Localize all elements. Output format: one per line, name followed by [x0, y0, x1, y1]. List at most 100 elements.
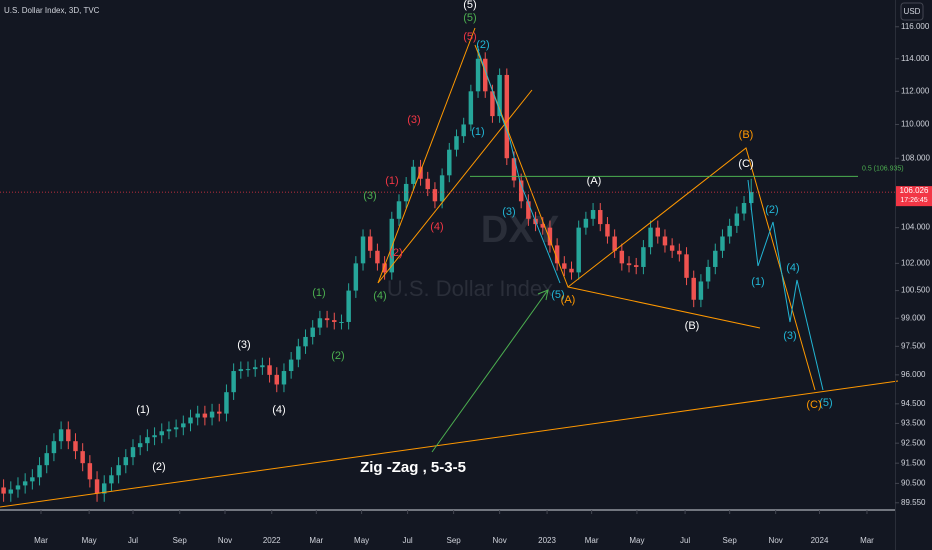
- watermark-name: U.S. Dollar Index: [387, 276, 553, 301]
- candle-body: [648, 227, 653, 248]
- y-tick-label: 102.000: [901, 258, 930, 267]
- y-tick-label: 108.000: [901, 153, 930, 162]
- candle-body: [22, 481, 28, 486]
- x-tick-label: May: [82, 536, 97, 545]
- wave-label: (2): [331, 350, 344, 362]
- candle-body: [727, 225, 732, 237]
- last-price-box: [896, 186, 932, 207]
- x-tick-label: Mar: [309, 536, 323, 545]
- wave-label: (5): [551, 289, 564, 301]
- candle-body: [288, 359, 294, 372]
- candle-body: [598, 210, 603, 225]
- wave-label: (A): [561, 294, 576, 306]
- candle-body: [145, 437, 150, 444]
- candle-body: [655, 227, 660, 237]
- candle-body: [324, 318, 330, 321]
- candle-body: [231, 371, 236, 393]
- candle-body: [439, 175, 445, 202]
- wave-label: (2): [389, 247, 402, 259]
- x-tick-label: Jul: [402, 536, 412, 545]
- x-tick-label: Sep: [723, 536, 738, 545]
- x-tick-label: Mar: [585, 536, 599, 545]
- candle-body: [432, 189, 438, 202]
- candle-body: [583, 218, 589, 228]
- y-tick-label: 94.500: [901, 399, 926, 408]
- candle-body: [619, 250, 625, 264]
- wave-label: (3): [502, 206, 515, 218]
- channel-line: [377, 89, 533, 284]
- wave-label: (4): [272, 404, 285, 416]
- candle-body: [339, 321, 344, 323]
- candle-body: [310, 327, 315, 337]
- y-tick-label: 89.550: [901, 498, 926, 507]
- wave-label: (C): [738, 158, 753, 170]
- countdown-label: 17:26:45: [900, 197, 927, 204]
- x-tick-label: Nov: [218, 536, 232, 545]
- candle-body: [296, 346, 301, 360]
- x-tick-label: 2024: [811, 536, 829, 545]
- x-tick-label: Sep: [173, 536, 188, 545]
- candle-body: [367, 236, 373, 251]
- candle-body: [684, 254, 689, 278]
- candle-body: [669, 245, 675, 251]
- candle-body: [403, 183, 409, 202]
- last-price-label: 106.026: [900, 186, 929, 195]
- y-tick-label: 93.500: [901, 419, 926, 428]
- y-tick-label: 92.500: [901, 438, 926, 447]
- candle-body: [80, 451, 85, 464]
- candle-body: [518, 180, 524, 202]
- candle-body: [195, 413, 200, 418]
- candle-body: [483, 58, 488, 92]
- wave-label: (1): [751, 276, 764, 288]
- candle-body: [475, 58, 481, 92]
- impulse-wave: [477, 49, 561, 284]
- x-tick-label: Nov: [493, 536, 507, 545]
- candle-body: [677, 250, 682, 255]
- wave-label: (4): [786, 262, 799, 274]
- candle-body: [87, 463, 93, 480]
- x-tick-label: Nov: [769, 536, 783, 545]
- wave-label: (1): [136, 404, 149, 416]
- y-tick-label: 90.500: [901, 478, 926, 487]
- wave-label: (2): [152, 461, 165, 473]
- wave-label: (C): [806, 399, 821, 411]
- candle-body: [109, 475, 114, 484]
- candle-body: [58, 429, 64, 442]
- candle-body: [188, 417, 193, 424]
- candle-body: [590, 210, 596, 219]
- y-tick-label: 97.500: [901, 341, 926, 350]
- currency-label: USD: [904, 7, 921, 16]
- candle-body: [37, 465, 42, 478]
- y-tick-label: 96.000: [901, 370, 926, 379]
- candle-body: [540, 224, 545, 228]
- projection-wave: [747, 179, 824, 391]
- candle-body: [245, 369, 251, 371]
- candle-body: [260, 365, 265, 368]
- candle-body: [173, 427, 179, 430]
- candle-body: [123, 457, 129, 466]
- candle-body: [504, 74, 510, 159]
- wave-label: (2): [765, 204, 778, 216]
- candle-body: [30, 477, 35, 482]
- x-tick-label: May: [629, 536, 644, 545]
- candle-body: [461, 124, 466, 137]
- candle-body: [137, 443, 143, 448]
- candle-body: [1, 487, 6, 494]
- channel-line: [377, 27, 476, 284]
- y-tick-label: 104.000: [901, 223, 930, 232]
- candle-body: [274, 374, 279, 385]
- candle-body: [605, 224, 610, 237]
- candle-body: [181, 423, 186, 428]
- candle-body: [303, 336, 308, 347]
- candle-body: [281, 371, 287, 385]
- pointer-head: [537, 289, 549, 301]
- candle-body: [353, 263, 359, 291]
- wave-label: (4): [373, 290, 386, 302]
- currency-button[interactable]: [900, 2, 924, 21]
- wave-label: (2): [476, 39, 489, 51]
- candle-body: [526, 201, 531, 219]
- candle-body: [576, 227, 581, 273]
- x-tick-label: Jul: [680, 536, 690, 545]
